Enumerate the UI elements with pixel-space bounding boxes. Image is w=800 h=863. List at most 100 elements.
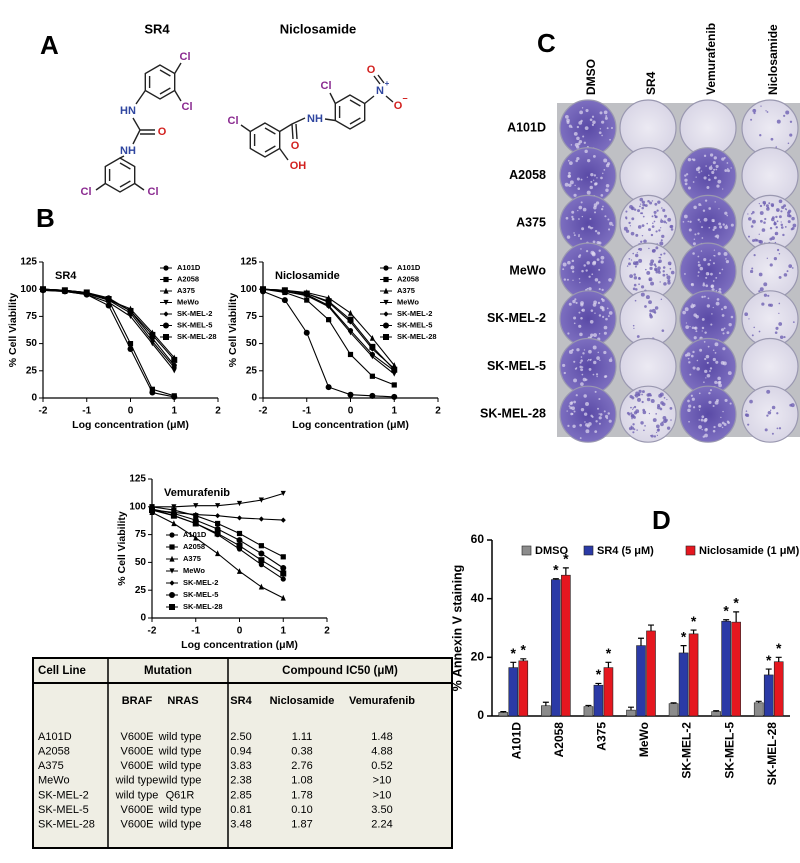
colony	[751, 267, 754, 270]
colony	[663, 252, 666, 255]
colony	[698, 404, 702, 408]
colony	[785, 209, 788, 211]
atom: O	[394, 100, 403, 112]
colony	[767, 294, 770, 297]
colony	[604, 414, 609, 419]
colony	[699, 221, 701, 223]
table-cell: SK-MEL-2	[38, 789, 89, 801]
table-cell: 1.78	[291, 789, 312, 801]
colony	[782, 233, 785, 237]
colony	[649, 312, 652, 315]
colony	[701, 317, 705, 321]
colony	[635, 233, 639, 237]
colony	[710, 323, 713, 326]
error-bar	[775, 656, 782, 662]
bar	[636, 645, 646, 717]
colony	[705, 276, 708, 279]
x-tick-label: 0	[348, 406, 354, 417]
colony	[656, 434, 659, 437]
x-tick-label: SK-MEL-2	[680, 722, 694, 779]
table-cell: 2.24	[371, 819, 392, 831]
colony	[573, 193, 577, 197]
row-label: SK-MEL-2	[487, 311, 546, 325]
colony	[703, 217, 708, 222]
charge: +	[385, 79, 390, 88]
colony	[690, 354, 694, 358]
marker	[215, 550, 221, 557]
colony	[598, 333, 601, 335]
colony	[598, 288, 601, 291]
colony	[568, 349, 573, 354]
colony	[638, 247, 641, 250]
colony	[641, 390, 645, 394]
colony	[764, 217, 767, 221]
table-cell: 1.87	[291, 819, 312, 831]
significance-mark: *	[563, 551, 569, 567]
colony	[759, 134, 762, 137]
colony	[640, 421, 644, 425]
colony	[663, 220, 667, 224]
error-bar	[562, 567, 569, 576]
marker	[236, 537, 243, 544]
marker	[236, 568, 243, 574]
colony	[726, 224, 728, 226]
error-bar	[585, 704, 592, 707]
legend-marker	[383, 311, 389, 317]
colony	[697, 232, 700, 235]
colony	[721, 421, 725, 425]
colony	[663, 397, 666, 399]
legend-swatch	[583, 545, 594, 556]
marker	[215, 513, 221, 519]
colony	[730, 223, 734, 227]
x-tick-label: A101D	[509, 722, 523, 760]
colony	[703, 419, 707, 423]
colony	[633, 428, 636, 431]
colony	[649, 266, 653, 271]
colony	[573, 400, 576, 404]
colony	[776, 119, 781, 124]
colony	[722, 332, 725, 335]
colony	[586, 424, 590, 428]
colony	[778, 215, 782, 219]
marker	[280, 570, 287, 577]
legend-marker	[163, 311, 169, 317]
colony	[687, 357, 690, 360]
colony	[709, 367, 713, 370]
colony	[599, 111, 603, 115]
colony	[700, 250, 703, 252]
x-axis-label: Log concentration (μM)	[292, 419, 409, 431]
table-cell: wild type	[158, 775, 202, 787]
colony	[695, 330, 698, 333]
colony	[722, 361, 727, 366]
colony	[710, 272, 713, 276]
colony	[723, 156, 726, 159]
y-tick-label: 100	[129, 501, 146, 512]
bar	[508, 667, 519, 717]
colony	[608, 228, 611, 231]
atom: HN	[120, 105, 136, 117]
legend-label: SK-MEL-2	[177, 309, 212, 318]
ring-double-bond	[264, 145, 276, 153]
colony	[637, 392, 641, 396]
table-cell: A2058	[38, 746, 70, 758]
bar	[763, 674, 774, 717]
marker	[280, 490, 286, 497]
colony	[721, 157, 725, 161]
y-tick-label: 60	[471, 532, 485, 546]
marker	[280, 576, 286, 582]
colony	[669, 267, 672, 270]
colony	[586, 176, 588, 178]
colony	[591, 115, 595, 118]
colony	[776, 427, 779, 430]
colony	[633, 405, 637, 409]
colony	[720, 416, 722, 419]
colony	[765, 204, 769, 208]
colony	[711, 170, 715, 175]
colony	[572, 424, 576, 428]
colony	[632, 431, 635, 434]
colony	[706, 304, 711, 308]
colony	[712, 262, 715, 265]
colony	[763, 204, 766, 206]
colony	[692, 181, 695, 183]
colony	[624, 216, 628, 219]
